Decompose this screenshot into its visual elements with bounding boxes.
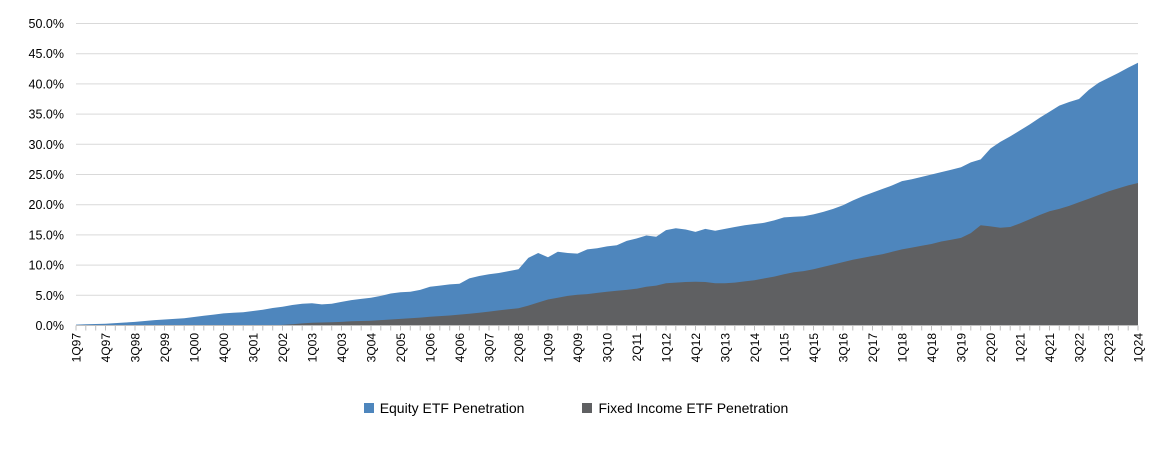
svg-text:4Q21: 4Q21 [1043, 333, 1057, 363]
svg-text:2Q99: 2Q99 [158, 333, 172, 363]
svg-text:0.0%: 0.0% [36, 319, 65, 333]
svg-text:20.0%: 20.0% [29, 198, 64, 212]
svg-text:1Q21: 1Q21 [1014, 333, 1028, 363]
svg-text:40.0%: 40.0% [29, 77, 64, 91]
svg-text:2Q11: 2Q11 [630, 333, 644, 362]
svg-text:3Q04: 3Q04 [365, 333, 379, 363]
legend-swatch-fixed-income-icon [582, 403, 593, 413]
svg-text:4Q00: 4Q00 [217, 333, 231, 363]
svg-text:2Q23: 2Q23 [1102, 333, 1116, 363]
svg-text:4Q18: 4Q18 [925, 333, 939, 363]
chart-legend: Equity ETF Penetration Fixed Income ETF … [0, 400, 1152, 416]
svg-text:10.0%: 10.0% [29, 259, 64, 273]
legend-item-fixed-income: Fixed Income ETF Penetration [582, 400, 788, 416]
svg-text:2Q08: 2Q08 [512, 333, 526, 363]
svg-text:25.0%: 25.0% [29, 168, 64, 182]
svg-text:3Q13: 3Q13 [719, 333, 733, 363]
svg-text:1Q03: 1Q03 [306, 333, 320, 363]
svg-text:2Q02: 2Q02 [276, 333, 290, 363]
svg-text:1Q12: 1Q12 [660, 333, 674, 363]
svg-text:2Q20: 2Q20 [984, 333, 998, 363]
svg-text:3Q22: 3Q22 [1073, 333, 1087, 363]
svg-text:1Q24: 1Q24 [1132, 333, 1146, 363]
svg-text:30.0%: 30.0% [29, 138, 64, 152]
svg-text:2Q14: 2Q14 [748, 333, 762, 363]
legend-item-equity: Equity ETF Penetration [363, 400, 525, 416]
svg-text:1Q09: 1Q09 [542, 333, 556, 363]
svg-text:3Q19: 3Q19 [955, 333, 969, 363]
svg-text:1Q97: 1Q97 [70, 333, 84, 363]
svg-text:35.0%: 35.0% [29, 108, 64, 122]
svg-text:1Q00: 1Q00 [188, 333, 202, 363]
svg-text:4Q09: 4Q09 [571, 333, 585, 363]
svg-text:4Q15: 4Q15 [807, 333, 821, 363]
svg-text:15.0%: 15.0% [29, 228, 64, 242]
svg-text:4Q06: 4Q06 [453, 333, 467, 363]
svg-text:3Q98: 3Q98 [129, 333, 143, 363]
svg-text:3Q10: 3Q10 [601, 333, 615, 363]
svg-text:3Q07: 3Q07 [483, 333, 497, 363]
svg-text:4Q03: 4Q03 [335, 333, 349, 363]
svg-text:2Q05: 2Q05 [394, 333, 408, 363]
legend-label-fixed-income: Fixed Income ETF Penetration [598, 400, 789, 416]
svg-text:50.0%: 50.0% [29, 17, 64, 31]
svg-text:2Q17: 2Q17 [866, 333, 880, 363]
legend-label-equity: Equity ETF Penetration [379, 400, 525, 416]
svg-text:4Q97: 4Q97 [99, 333, 113, 363]
svg-text:1Q18: 1Q18 [896, 333, 910, 363]
svg-text:45.0%: 45.0% [29, 47, 64, 61]
svg-text:4Q12: 4Q12 [689, 333, 703, 363]
svg-text:1Q06: 1Q06 [424, 333, 438, 363]
legend-swatch-equity-icon [363, 403, 374, 413]
svg-text:1Q15: 1Q15 [778, 333, 792, 363]
svg-text:5.0%: 5.0% [36, 289, 65, 303]
svg-text:3Q01: 3Q01 [247, 333, 261, 363]
svg-text:3Q16: 3Q16 [837, 333, 851, 363]
